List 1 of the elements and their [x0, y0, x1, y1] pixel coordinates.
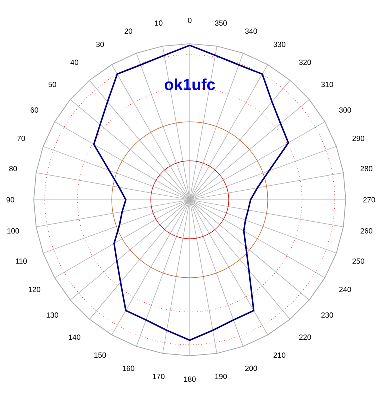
text: ok1ufc — [164, 78, 216, 90]
